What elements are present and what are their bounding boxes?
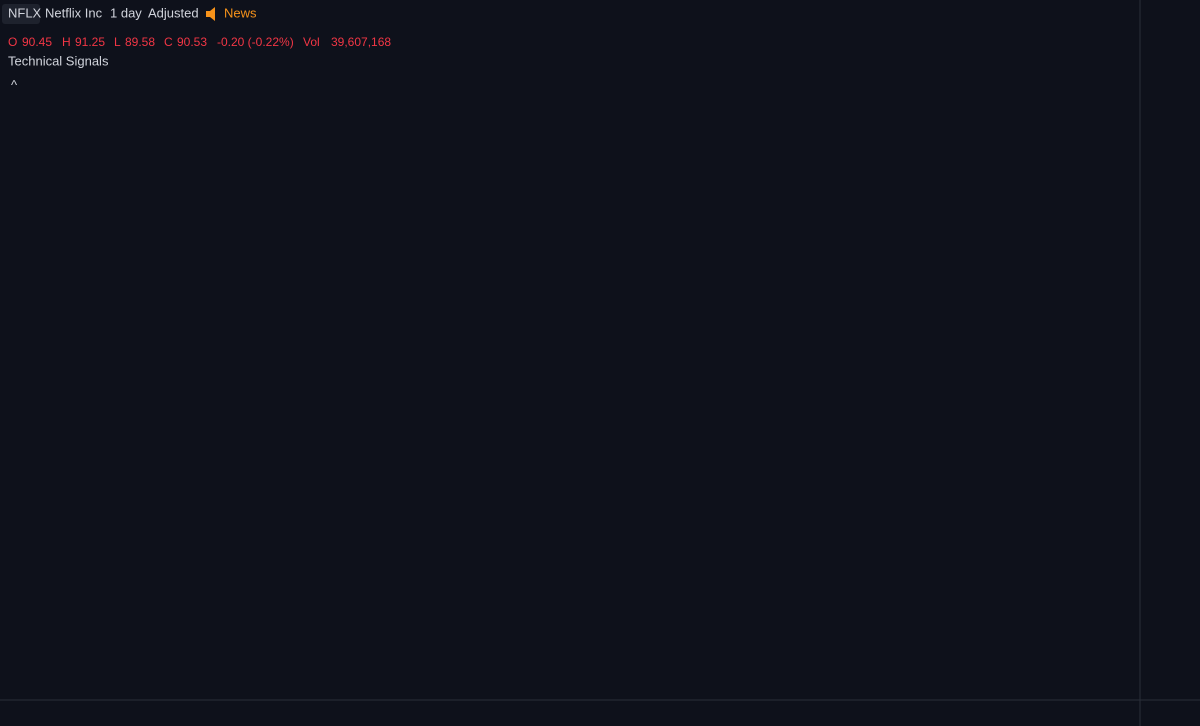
adjustment[interactable]: Adjusted [148, 5, 199, 20]
collapse[interactable]: ^ [11, 77, 18, 92]
ohlc-value: 90.45 [22, 35, 52, 49]
interval[interactable]: 1 day [110, 5, 142, 20]
ohlc-value: 89.58 [125, 35, 155, 49]
news-icon [206, 7, 215, 21]
ohlc-label: O [8, 35, 17, 49]
indicator[interactable]: Technical Signals [8, 53, 109, 68]
ohlc-label: L [114, 35, 121, 49]
symbol[interactable]: NFLX [8, 5, 42, 20]
company: Netflix Inc [45, 5, 103, 20]
ohlc-value: 90.53 [177, 35, 207, 49]
vol-label: Vol [303, 35, 320, 49]
header: NFLX Netflix Inc 1 day Adjusted News O 9… [2, 4, 391, 92]
change: -0.20 (-0.22%) [217, 35, 294, 49]
ohlc-value: 91.25 [75, 35, 105, 49]
symbol-box [2, 4, 40, 24]
ohlc-label: H [62, 35, 71, 49]
news[interactable]: News [224, 5, 257, 20]
vol-value: 39,607,168 [331, 35, 391, 49]
ohlc-label: C [164, 35, 173, 49]
